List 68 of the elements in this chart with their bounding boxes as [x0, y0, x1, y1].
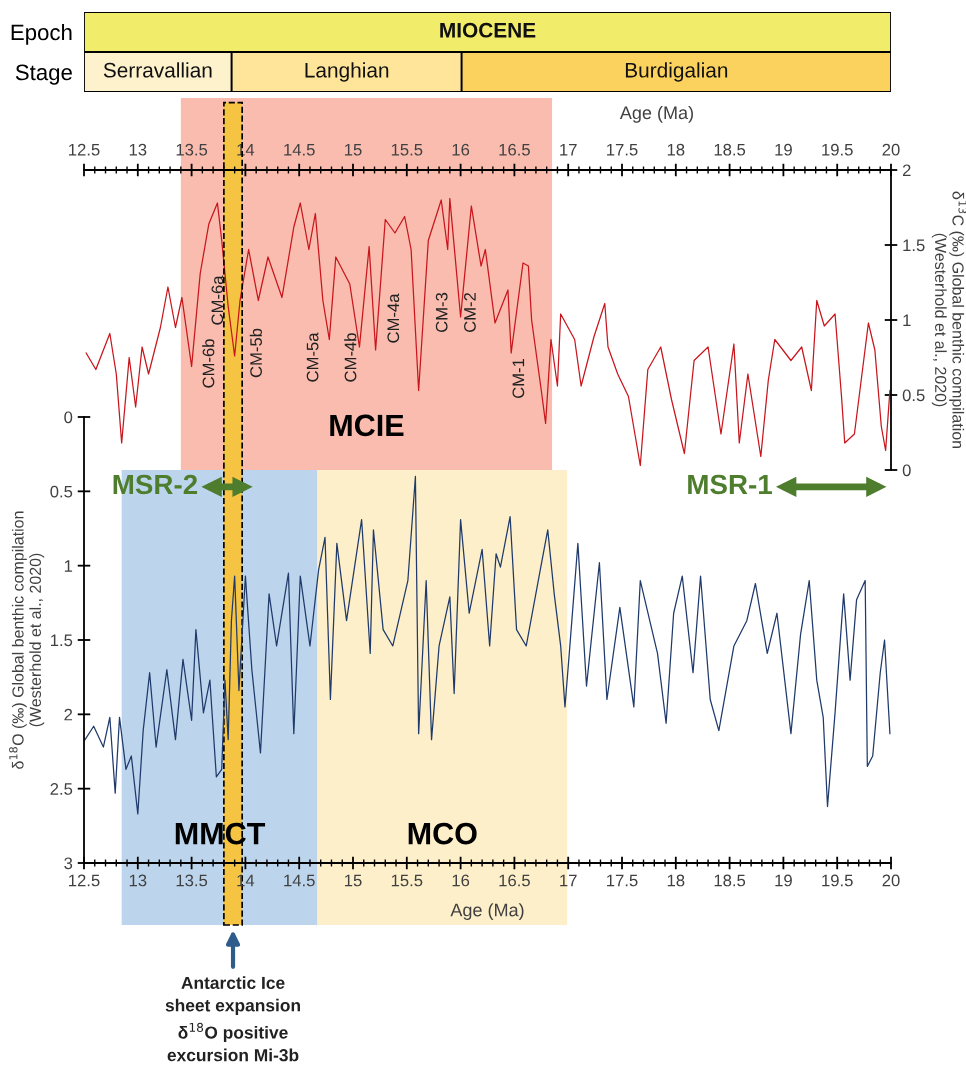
- y-tick-label: 2: [902, 164, 911, 177]
- series-label: MIOCENE: [440, 22, 536, 38]
- x-tick-label: 17.5: [607, 143, 638, 156]
- y-tick-label: 2: [64, 708, 73, 721]
- series-label: Langhian: [305, 62, 389, 82]
- x-tick-label: 18: [667, 143, 685, 156]
- annotation: CM-4a: [387, 293, 400, 343]
- x-tick-label: 15: [345, 143, 362, 156]
- x-tick-label: 14.5: [284, 874, 315, 887]
- y-tick-label: 0.5: [902, 389, 925, 402]
- annotation: CM-3: [435, 292, 448, 333]
- x-tick-label: 16: [452, 874, 470, 887]
- x-tick-label: 13: [129, 143, 147, 156]
- y-axis-title: δ$^{18}$O (‰) Global benthic compilation (Westerhold et al., 2020): [9, 511, 45, 769]
- annotation: CM-5a: [306, 332, 319, 382]
- x-tick-label: 14.5: [284, 143, 315, 156]
- x-tick-label: 18: [667, 874, 685, 887]
- x-axis-title: Age (Ma): [619, 105, 693, 123]
- y-tick-label: 0: [64, 411, 73, 424]
- x-tick-label: 12.5: [69, 874, 100, 887]
- y-tick-label: 1.5: [903, 239, 925, 252]
- y-tick-label: 3: [64, 857, 73, 870]
- series-label: Serravallian: [103, 62, 212, 78]
- band-label: MCO: [408, 822, 477, 845]
- x-tick-label: 19.5: [822, 143, 853, 156]
- x-tick-label: 19: [775, 874, 792, 887]
- band-label: MCIE: [330, 414, 404, 437]
- x-tick-label: 20: [882, 874, 900, 887]
- x-axis-title: Age (Ma): [450, 903, 524, 920]
- x-tick-label: 19.5: [822, 874, 853, 887]
- y-tick-label: 0: [902, 464, 911, 477]
- series-label: MSR-2: [113, 474, 198, 495]
- x-tick-label: 18.5: [714, 874, 746, 887]
- text: Antarctic Ice sheet expansion δ$^{18}$O positive excursion Mi-3b: [165, 976, 300, 1062]
- y-axis-title: δ$^{13}$C (‰) Global benthic compilation (Westerhold et al., 2020): [931, 191, 966, 448]
- x-tick-label: 18.5: [714, 143, 746, 156]
- annotation: CM-6b: [202, 339, 215, 388]
- x-tick-label: 16: [452, 143, 470, 156]
- x-tick-label: 16.5: [499, 874, 530, 887]
- y-tick-label: 0.5: [50, 485, 73, 498]
- annotation: CM-4b: [344, 333, 357, 382]
- x-tick-label: 20: [882, 143, 900, 156]
- y-tick-label: 1: [903, 314, 911, 327]
- x-tick-label: 15: [345, 874, 362, 887]
- y-tick-label: 1.5: [50, 634, 73, 647]
- annotation: CM-1: [512, 358, 525, 399]
- x-tick-label: 16.5: [499, 143, 530, 156]
- line-series: [84, 475, 891, 815]
- x-tick-label: 17.5: [607, 874, 638, 887]
- x-tick-label: 17: [560, 143, 577, 156]
- x-tick-label: 19: [775, 143, 792, 156]
- y-tick-label: Stage: [15, 64, 72, 85]
- annotation: CM-6a: [211, 275, 224, 325]
- x-tick-label: 17: [560, 874, 577, 887]
- x-tick-label: 12.5: [69, 143, 100, 156]
- x-tick-label: 15.5: [391, 143, 423, 156]
- x-tick-label: 15.5: [391, 874, 423, 887]
- x-tick-label: 13.5: [176, 874, 208, 887]
- annotation: CM-2: [464, 292, 476, 333]
- y-tick-label: 2.5: [50, 783, 73, 795]
- x-tick-label: 13.5: [176, 143, 208, 156]
- series-label: Burdigalian: [625, 62, 728, 82]
- series-label: MSR-1: [688, 474, 772, 495]
- y-tick-label: 1: [64, 560, 73, 572]
- x-tick-label: 13: [129, 874, 147, 887]
- annotation: CM-5b: [249, 328, 262, 378]
- y-tick-label: Epoch: [11, 23, 72, 45]
- line-series: [85, 197, 891, 467]
